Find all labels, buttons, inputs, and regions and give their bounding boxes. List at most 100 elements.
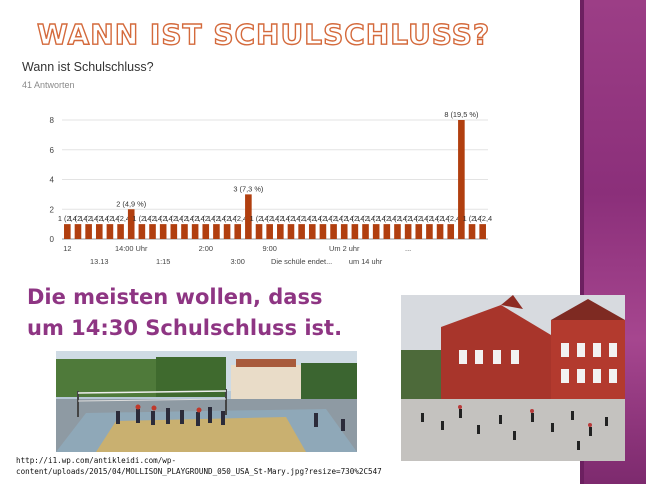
x-tick-label: Die schüle endet... (271, 257, 332, 266)
bar-data-label: 1 (2,4 (313, 214, 332, 223)
bar-data-label: 1 (2,4 (345, 214, 364, 223)
bar (426, 224, 433, 239)
conclusion-line-2: um 14:30 Schulschluss ist. (27, 316, 343, 340)
bar (170, 224, 178, 239)
bar (287, 224, 295, 239)
bar-data-label: 1 (2,4 (154, 214, 173, 223)
bar-data-label: 1 (2,4 (409, 214, 428, 223)
x-tick-label: 2:00 (199, 244, 213, 253)
source-url-line-2: content/uploads/2015/04/MOLLISON_PLAYGRO… (16, 467, 382, 476)
x-tick-label: 14:00 Uhr (115, 244, 148, 253)
bar (95, 224, 103, 239)
bar-data-label: 2 (4,9 %) (116, 199, 146, 208)
bar-data-label: 1 (2,4 (186, 214, 205, 223)
bar (298, 224, 305, 239)
bar (245, 194, 252, 239)
bar (436, 224, 444, 239)
bar-data-label: 1 (2,4 (324, 214, 343, 223)
bar (149, 224, 156, 239)
bar (266, 224, 273, 239)
bar-data-label: 1 (2,4 (388, 214, 407, 223)
bar-data-label: 1 (2,4 (69, 214, 88, 223)
bar-data-label: 1 (2,4 (58, 214, 77, 223)
bar-data-label: 1 (2,4 (207, 214, 226, 223)
bar (159, 224, 167, 239)
bar (127, 209, 135, 239)
x-tick-label: um 14 uhr (349, 257, 383, 266)
bar (106, 224, 114, 239)
bar (85, 224, 92, 239)
bar (138, 224, 146, 239)
bar-data-label: 1 (2,4 (303, 214, 322, 223)
bar-data-label: 3 (7,3 %) (233, 184, 263, 193)
survey-chart-panel: Wann ist Schulschluss? 41 Antworten 0 2 4 6… (14, 56, 494, 268)
x-tick-label: 3:00 (231, 257, 245, 266)
bar (383, 224, 391, 239)
source-url-line-1: http://i1.wp.com/antikleidi.com/wp- (16, 456, 177, 465)
bar-data-label: 1 (2,4 (441, 214, 460, 223)
x-tick-label: 12 (63, 244, 71, 253)
bar-data-label: 1 (2,4 (260, 214, 279, 223)
bar (319, 224, 327, 239)
bar-data-label: 1 (2,4 (399, 214, 418, 223)
x-tick-label: 9:00 (262, 244, 276, 253)
bar-data-label: 1 (2,4 (100, 214, 119, 223)
x-tick-label: 13.13 (90, 257, 109, 266)
bar (255, 224, 263, 239)
bar-data-label: 1 (2,4 (431, 214, 450, 223)
bar (351, 224, 359, 239)
bar (372, 224, 380, 239)
y-tick-label: 0 (50, 235, 55, 244)
photo-volleyball-court (56, 351, 357, 452)
bar (117, 224, 124, 239)
bar-data-label: 1 (2,4 (335, 214, 354, 223)
slide-title: WANN IST SCHULSCHLUSS? (36, 17, 491, 51)
bar (394, 224, 401, 239)
bar-data-label: 1 (2,4 (367, 214, 386, 223)
bar-data-label: 1 (2,4 (218, 214, 237, 223)
bar-data-label: 1 (2,4 (132, 214, 151, 223)
bar-data-label: 8 (19,5 %) (444, 110, 478, 119)
bar (404, 224, 412, 239)
y-tick-label: 2 (50, 205, 55, 214)
bar (415, 224, 423, 239)
bar-data-label: 1 (2,4 (356, 214, 375, 223)
bar-data-label: 1 (2,4 (377, 214, 396, 223)
bar (202, 224, 210, 239)
bar (234, 224, 242, 239)
bar-data-label: 1 (2,4 (143, 214, 162, 223)
bar (74, 224, 82, 239)
bar (330, 224, 337, 239)
bar (308, 224, 316, 239)
bar (277, 224, 284, 239)
x-tick-label: Um 2 uhr (329, 244, 360, 253)
y-tick-label: 6 (50, 146, 55, 155)
bar-data-label: 1 (2,4 (79, 214, 98, 223)
bar (468, 224, 476, 239)
bar (340, 224, 348, 239)
bar (223, 224, 231, 239)
bar-data-label: 1 (2,4 (473, 214, 492, 223)
bar-data-label: 1 (2,4 (463, 214, 482, 223)
bar-data-label: 1 (2,4 (164, 214, 183, 223)
chart-response-count: 41 Antworten (22, 80, 75, 90)
conclusion-line-1: Die meisten wollen, dass (27, 285, 323, 309)
bar (447, 224, 455, 239)
photo-schoolyard (401, 295, 625, 461)
bar-data-label: 1 (2,4 (282, 214, 301, 223)
bar-data-label: 1 (2,4 (196, 214, 215, 223)
x-tick-label: ... (405, 244, 411, 253)
bar (458, 120, 465, 239)
bar (181, 224, 188, 239)
bar-data-label: 1 (2,4 (292, 214, 311, 223)
conclusion-text: Die meisten wollen, dass um 14:30 Schuls… (27, 282, 342, 344)
bar-data-label: 1 (2,4 (420, 214, 439, 223)
image-source-url[interactable]: http://i1.wp.com/antikleidi.com/wp- cont… (16, 455, 382, 477)
bar-data-label: 1 (2,4 (175, 214, 194, 223)
bar (213, 224, 220, 239)
bar (362, 224, 369, 239)
bar (64, 224, 71, 239)
bar (479, 224, 486, 239)
y-tick-label: 4 (50, 176, 55, 185)
